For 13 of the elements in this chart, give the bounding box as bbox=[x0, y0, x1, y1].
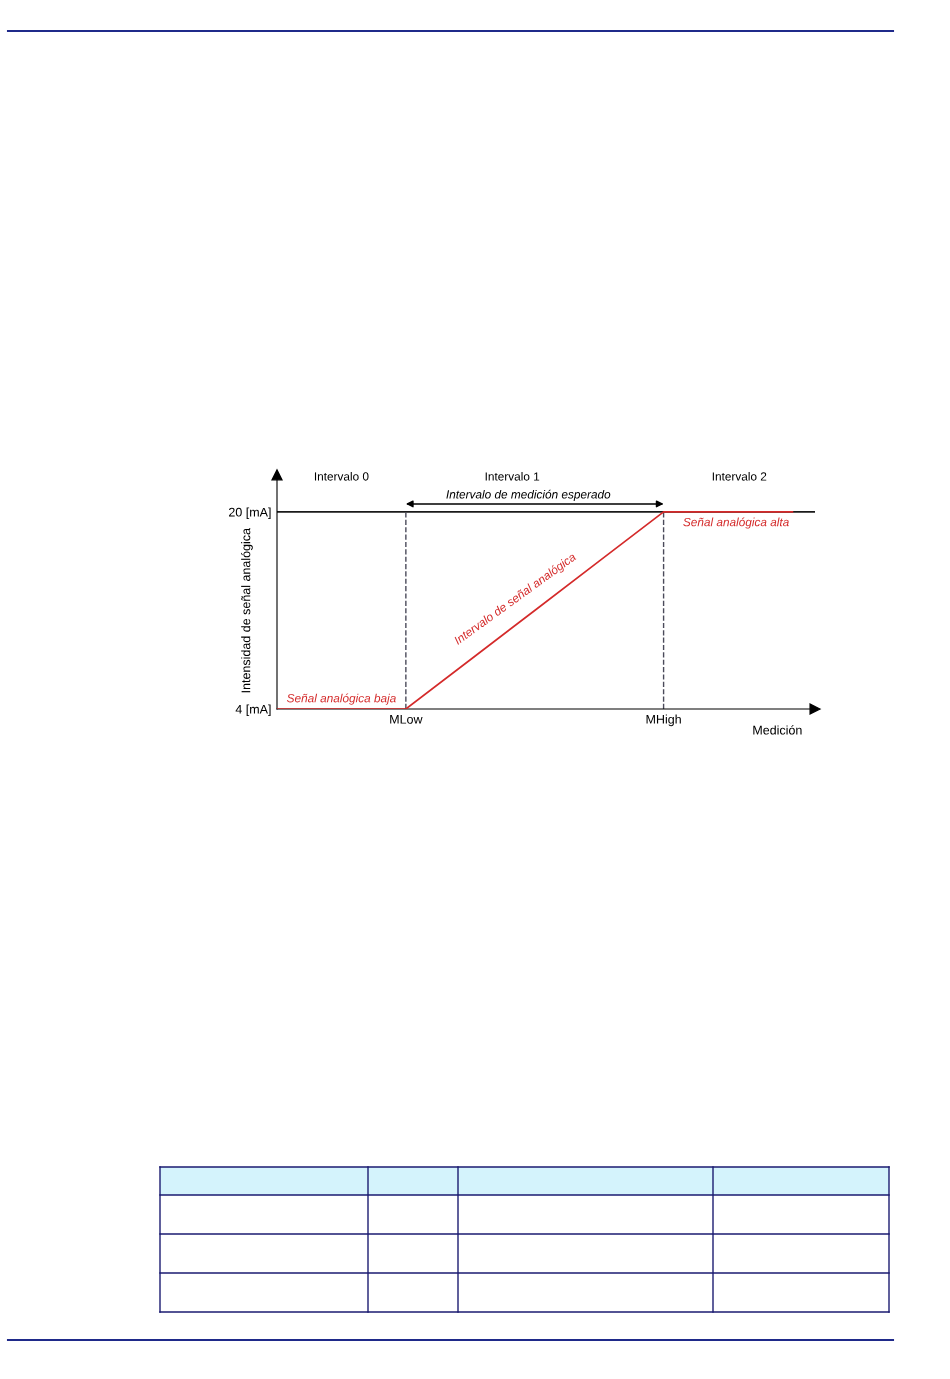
y-axis-title: Intensidad de señal analógica bbox=[240, 528, 253, 693]
annotation: Intervalo 1 bbox=[485, 471, 540, 481]
x-tick-label: MLow bbox=[390, 715, 423, 724]
annotation: Intervalo de medición esperado bbox=[446, 489, 611, 501]
x-tick-label: MHigh bbox=[646, 714, 681, 727]
line-series bbox=[277, 511, 794, 709]
y-tick-label: 20 [mA] bbox=[229, 507, 271, 520]
annotation: Intervalo 2 bbox=[712, 471, 767, 481]
annotation: Señal analógica baja bbox=[287, 693, 396, 705]
x-axis-title: Medición bbox=[753, 725, 802, 735]
annotation: Señal analógica alta bbox=[683, 517, 789, 529]
annotation: Intervalo 0 bbox=[314, 471, 369, 481]
y-tick-label: 4 [mA] bbox=[235, 704, 271, 717]
